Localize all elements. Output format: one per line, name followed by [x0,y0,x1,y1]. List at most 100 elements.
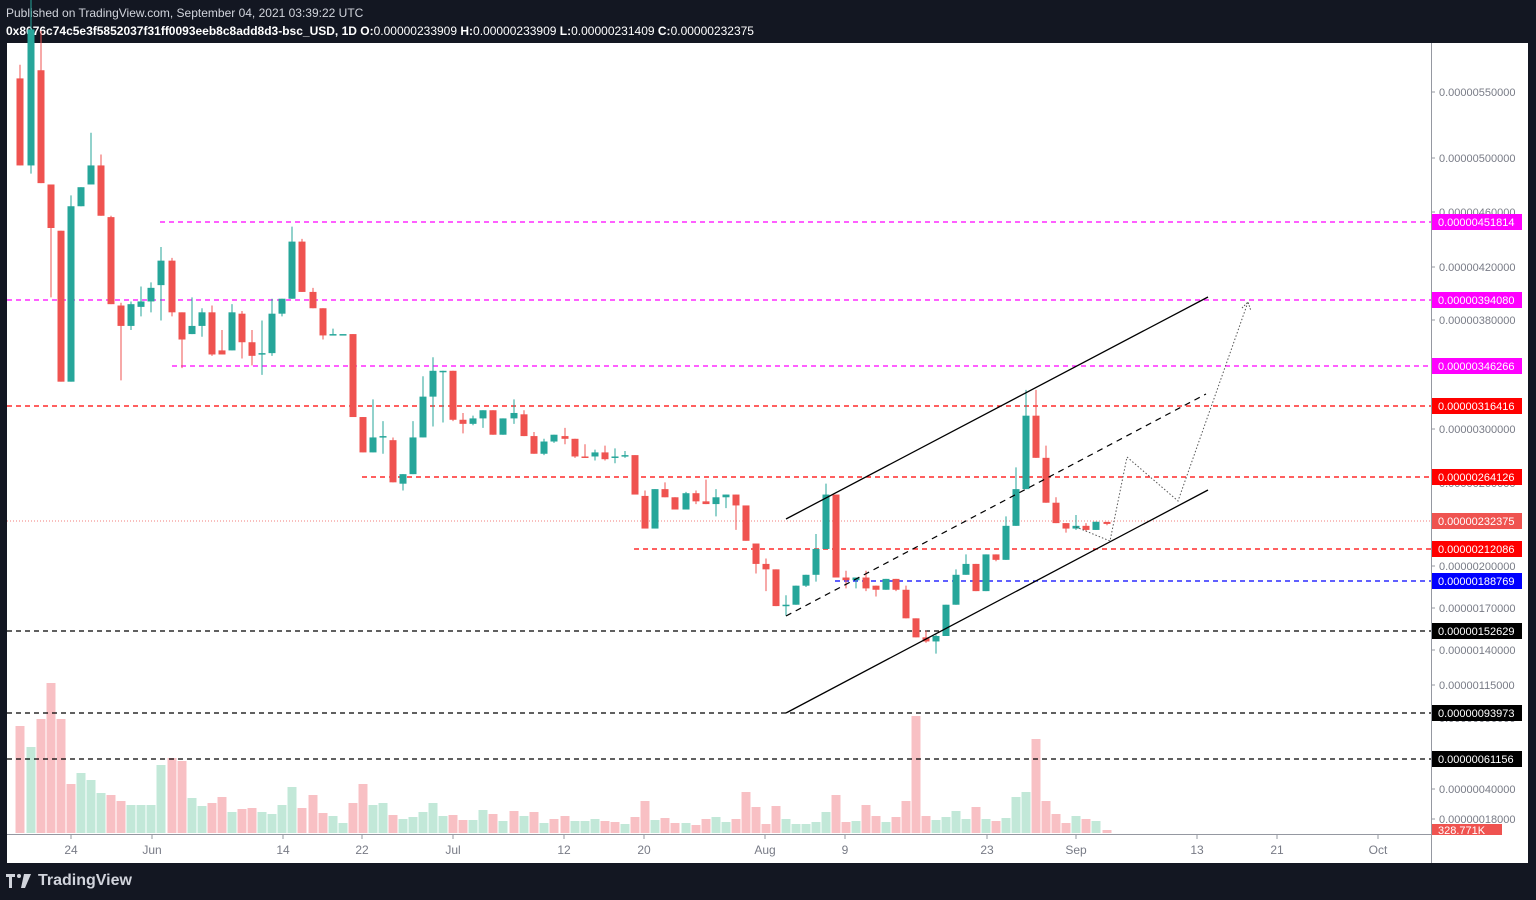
candle [359,417,367,453]
volume-bar [1071,816,1081,833]
volume-bar [66,784,76,833]
volume-bar [761,824,771,833]
candle [198,308,206,337]
price-level-tag-text: 0.00000394080 [1438,295,1514,307]
candle [268,298,276,356]
candle [459,412,467,434]
price-tick-label: 0.00000500000 [1439,153,1515,165]
volume-bar [509,811,519,833]
volume-bar [338,823,348,833]
time-tick-label: Jun [142,843,161,857]
close-label: C: [657,24,671,38]
candle [702,479,710,505]
low-label: L: [559,24,572,38]
candle [389,437,397,483]
volume-bar [781,819,791,833]
volume-bar [650,820,660,833]
candle [812,534,820,582]
projection-path[interactable] [1075,301,1249,542]
volume-bar [630,817,640,833]
price-level-tag-text: 0.00000093973 [1438,708,1514,720]
price-level-tag [1432,398,1522,414]
volume-bar [418,812,428,833]
candle [732,494,740,530]
candlesticks [16,0,1111,654]
candle [329,328,337,336]
channel-lower-line[interactable] [785,489,1209,714]
candle [772,569,780,607]
price-axis[interactable]: 0.000005500000.000005000000.000004600000… [1431,43,1528,863]
candle [419,376,427,438]
candle [349,334,357,418]
candle [832,494,840,578]
time-axis[interactable]: 24 Jun 14 22 Jul 12 20 Aug 9 23 Sep 13 21 Oct [7,834,1431,858]
price-level-tag [1432,623,1522,639]
time-tick-label: 23 [980,843,994,857]
price-tick-label: 0.00000200000 [1439,561,1515,573]
time-tick-label: 22 [355,843,369,857]
chart-panel[interactable] [7,43,1528,863]
candle [479,410,487,428]
time-tick-label: Sep [1065,843,1087,857]
volume-bar [580,821,590,833]
candle [67,195,75,382]
candle [1042,445,1050,503]
price-level-tag-text: 0.00000188769 [1438,576,1514,588]
candle [641,490,649,529]
volume-bar [851,821,861,833]
volume-bar [1031,739,1041,833]
price-level-tag-text: 0.00000061156 [1438,754,1514,766]
candle [882,578,890,590]
candle [27,0,35,174]
candle [842,570,850,589]
volume-bar [478,810,488,833]
candle [510,399,518,424]
candle [77,187,85,207]
volume-bar [328,816,338,833]
candle [87,132,95,185]
candle [107,215,115,305]
price-level-tag-text: 0.00000232375 [1438,516,1514,528]
volume-bar [318,813,328,833]
volume-bar [539,823,549,833]
volume-bar [297,808,307,833]
channel-upper-line[interactable] [785,296,1209,520]
price-level-tag [1432,541,1522,557]
price-level-tag [1432,214,1522,230]
volume-bar [991,821,1001,833]
price-tick-label: 0.00000140000 [1439,645,1515,657]
candle [278,298,286,317]
volume-bar [549,819,559,833]
volume-bar [600,821,610,833]
candle [550,434,558,443]
candle [137,286,145,317]
channel-middle-line[interactable] [785,393,1207,617]
volume-bar [691,825,701,833]
volume-bar [227,812,237,833]
price-level-tag [1432,705,1522,721]
candle [712,489,720,517]
volume-bar [881,822,891,833]
volume-bar [640,801,650,833]
volume-bar [771,806,781,833]
candle [802,574,810,588]
candle [621,451,629,458]
volume-bar [438,816,448,833]
volume-bar [721,822,731,833]
candle [47,184,55,298]
price-level-tag [1432,513,1522,529]
volume-bar [660,818,670,833]
volume-bar [46,683,56,833]
volume-bar [378,803,388,833]
price-level-tag [1432,751,1522,767]
candle [399,474,407,491]
volume-bar [428,803,438,833]
volume-bar [1081,819,1091,833]
tradingview-logo[interactable]: TradingView [6,872,132,890]
price-tick-label: 0.00000380000 [1439,315,1515,327]
volume-bars [15,683,1112,833]
time-tick-label: Oct [1369,843,1388,857]
volume-bar [821,812,831,833]
candle [469,415,477,426]
